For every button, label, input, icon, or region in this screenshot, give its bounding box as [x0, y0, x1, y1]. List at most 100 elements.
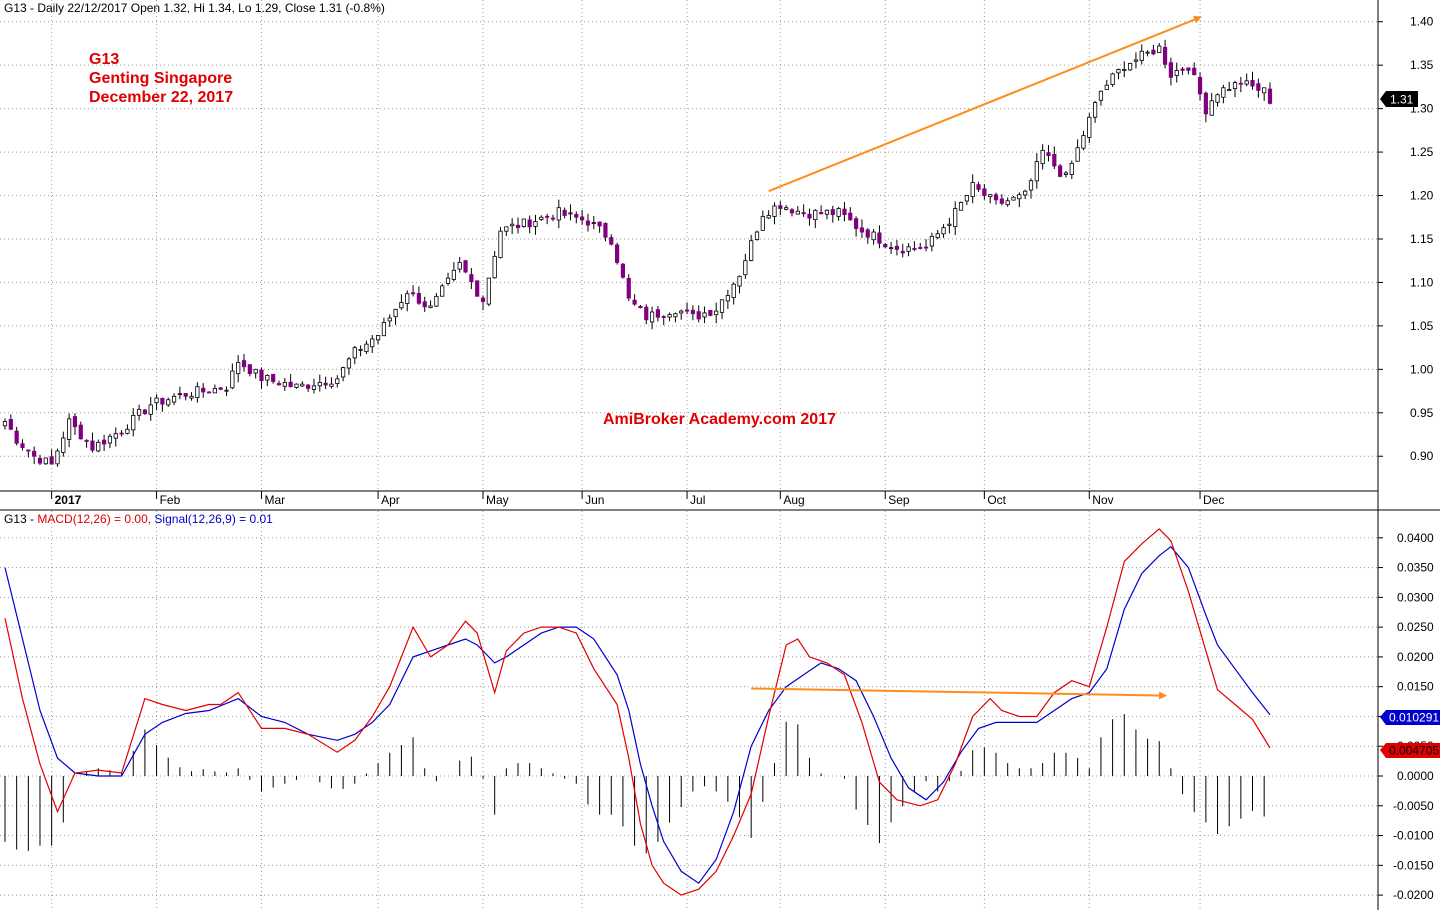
candle-body [399, 302, 404, 309]
macd-y-tick-label: 0.0250 [1397, 620, 1434, 634]
candle [923, 239, 929, 252]
macd-histogram [4, 714, 1265, 854]
candle-body [271, 373, 276, 382]
candle-body [778, 205, 783, 209]
candle-body [131, 414, 136, 431]
candle [510, 218, 515, 234]
macd-y-tick-label: 0.0150 [1397, 680, 1434, 694]
candle [317, 374, 322, 392]
candle [78, 421, 83, 440]
price-grid [0, 0, 1378, 491]
candle-body [819, 212, 824, 215]
candle [311, 378, 317, 394]
candle [935, 229, 940, 240]
candle [1139, 44, 1144, 65]
macd-y-tick-label: 0.0200 [1397, 650, 1434, 664]
price-y-tick-label: 1.00 [1410, 362, 1434, 376]
candle-body [1098, 90, 1104, 101]
candle [784, 205, 789, 211]
candle [1180, 66, 1185, 75]
candle-body [90, 440, 95, 451]
price-x-tick-label: Dec [1203, 493, 1224, 507]
candle [90, 432, 95, 453]
candle-body [236, 361, 241, 375]
candle-body [749, 240, 754, 261]
candle [1174, 62, 1179, 83]
candle [1162, 39, 1168, 69]
candle-body [451, 269, 456, 280]
candle [2, 418, 8, 430]
candle [1151, 44, 1156, 56]
candle-body [1180, 68, 1185, 71]
candle [445, 272, 451, 286]
candle-body [259, 369, 264, 382]
candle [626, 274, 631, 302]
candle-body [364, 343, 369, 353]
candle [1017, 192, 1022, 208]
candle-body [445, 277, 451, 284]
candle [434, 293, 439, 307]
candle-body [230, 370, 235, 389]
candle [638, 304, 643, 309]
candle [504, 226, 509, 237]
candle-body [947, 223, 952, 226]
candle-body [644, 306, 649, 321]
candle-body [1104, 84, 1109, 90]
candle-body [1028, 180, 1034, 191]
candle-body [1110, 73, 1115, 85]
candle [259, 367, 264, 389]
candle-body [859, 227, 865, 233]
candle [218, 386, 223, 391]
candle [1215, 93, 1220, 107]
candle [1250, 71, 1255, 90]
candle [166, 397, 171, 408]
candle-body [282, 381, 287, 387]
macd-value-text: 0.004705 [1389, 744, 1439, 758]
candle-body [341, 367, 346, 378]
candle [760, 210, 765, 231]
candle [177, 386, 182, 400]
candle [515, 217, 521, 234]
candle-body [469, 274, 474, 282]
candle-body [61, 437, 66, 453]
candle [300, 381, 305, 387]
candle-body [1232, 82, 1238, 90]
candle-body [1157, 45, 1162, 53]
candle [964, 195, 969, 206]
candle [929, 232, 934, 252]
candle [1063, 170, 1069, 178]
candle [282, 378, 287, 391]
price-y-tick-label: 1.40 [1410, 15, 1434, 29]
candle-body [1221, 87, 1226, 98]
candle [1186, 67, 1191, 75]
candle [189, 392, 194, 401]
candle [714, 302, 719, 324]
candle-body [1262, 87, 1267, 94]
candle-body [276, 383, 282, 386]
candle [614, 242, 620, 265]
candle-body [813, 209, 818, 221]
candle [906, 243, 911, 257]
candle-body [1122, 69, 1127, 71]
last-price-label: 1.31 [1380, 91, 1418, 107]
candle [271, 373, 276, 384]
candle [1081, 130, 1086, 151]
candle-body [673, 313, 678, 318]
candle [947, 217, 952, 234]
candle [766, 210, 771, 219]
candle-body [912, 248, 917, 250]
candle-body [993, 194, 999, 201]
candle-body [620, 263, 626, 278]
candle-body [1162, 46, 1168, 65]
candle [754, 230, 760, 241]
candle [393, 308, 398, 326]
candle-body [480, 297, 486, 302]
candle [1034, 153, 1039, 189]
candle-body [78, 424, 83, 440]
price-y-tick-label: 0.95 [1410, 406, 1434, 420]
candle-body [1127, 63, 1133, 71]
candle [387, 314, 392, 328]
candle [725, 289, 730, 309]
candle-body [136, 408, 142, 416]
candle-body [964, 195, 969, 202]
